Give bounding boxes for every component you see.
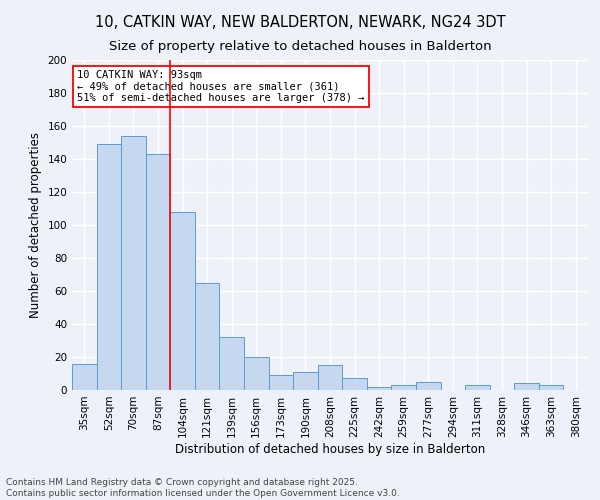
Bar [465, 385, 490, 390]
Bar [318, 365, 342, 390]
Bar [97, 144, 121, 390]
Text: 10, CATKIN WAY, NEW BALDERTON, NEWARK, NG24 3DT: 10, CATKIN WAY, NEW BALDERTON, NEWARK, N… [95, 15, 505, 30]
Bar [146, 154, 170, 390]
Bar [367, 386, 391, 390]
Bar [195, 283, 220, 390]
Y-axis label: Number of detached properties: Number of detached properties [29, 132, 42, 318]
Bar [244, 357, 269, 390]
Bar [514, 384, 539, 390]
Bar [293, 372, 318, 390]
Bar [391, 385, 416, 390]
Bar [121, 136, 146, 390]
Text: Contains HM Land Registry data © Crown copyright and database right 2025.
Contai: Contains HM Land Registry data © Crown c… [6, 478, 400, 498]
Bar [342, 378, 367, 390]
Bar [416, 382, 440, 390]
Bar [539, 385, 563, 390]
Text: Size of property relative to detached houses in Balderton: Size of property relative to detached ho… [109, 40, 491, 53]
Bar [269, 375, 293, 390]
X-axis label: Distribution of detached houses by size in Balderton: Distribution of detached houses by size … [175, 442, 485, 456]
Text: 10 CATKIN WAY: 93sqm
← 49% of detached houses are smaller (361)
51% of semi-deta: 10 CATKIN WAY: 93sqm ← 49% of detached h… [77, 70, 365, 103]
Bar [220, 337, 244, 390]
Bar [170, 212, 195, 390]
Bar [72, 364, 97, 390]
